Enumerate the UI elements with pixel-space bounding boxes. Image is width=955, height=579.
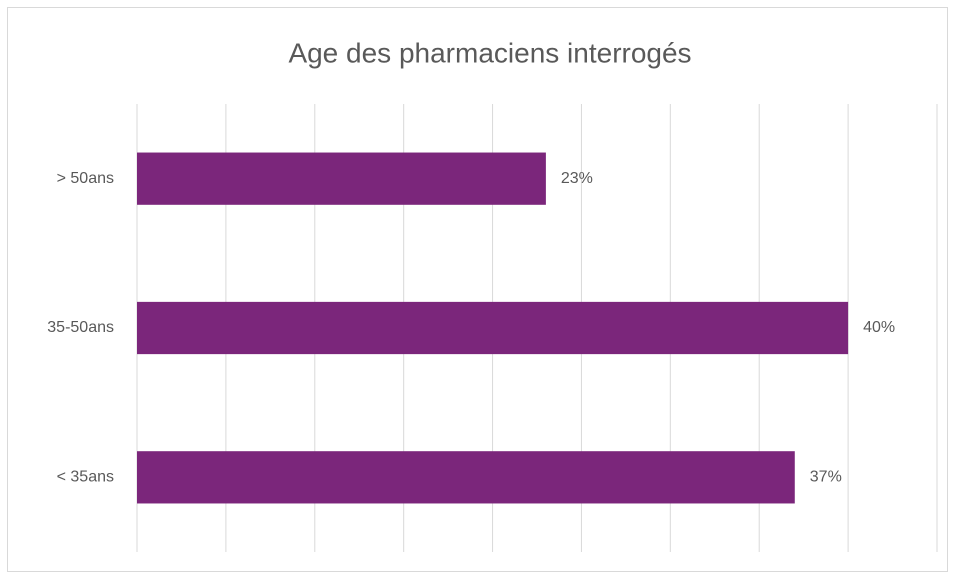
y-tick-label: 35-50ans [47,319,114,336]
data-label: 40% [863,319,895,336]
bar [137,451,795,504]
bar [137,152,546,205]
y-tick-label: > 50ans [57,170,114,187]
bar [137,301,849,355]
chart-title: Age des pharmaciens interrogés [288,37,691,68]
data-label: 37% [810,469,842,486]
y-tick-label: < 35ans [57,469,114,486]
data-label: 23% [561,170,593,187]
